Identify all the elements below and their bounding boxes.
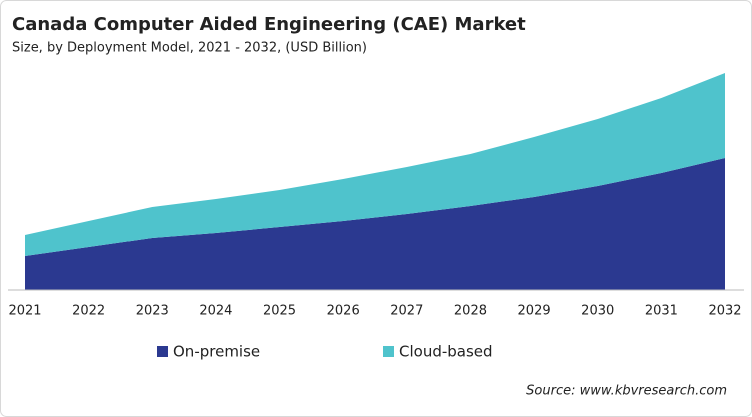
legend-swatch: [157, 346, 168, 357]
x-tick-label: 2023: [136, 304, 169, 319]
area: [25, 158, 725, 290]
x-tick-label: 2030: [581, 304, 614, 319]
x-tick-label: 2029: [518, 304, 551, 319]
chart-title: Canada Computer Aided Engineering (CAE) …: [12, 14, 526, 35]
legend-swatch: [383, 346, 394, 357]
x-tick-label: 2027: [390, 304, 423, 319]
x-tick-label: 2021: [8, 304, 41, 319]
x-tick-label: 2025: [263, 304, 296, 319]
legend-label: Cloud-based: [399, 343, 493, 361]
x-tick-label: 2028: [454, 304, 487, 319]
x-tick-label: 2022: [72, 304, 105, 319]
legend-label: On-premise: [173, 343, 260, 361]
area: [25, 73, 725, 256]
source: Source: www.kbvresearch.com: [526, 384, 727, 399]
chart-subtitle: Size, by Deployment Model, 2021 - 2032, …: [12, 41, 367, 56]
x-tick-label: 2026: [327, 304, 360, 319]
x-tick-label: 2031: [645, 304, 678, 319]
x-tick-label: 2032: [708, 304, 741, 319]
x-tick-label: 2024: [199, 304, 232, 319]
